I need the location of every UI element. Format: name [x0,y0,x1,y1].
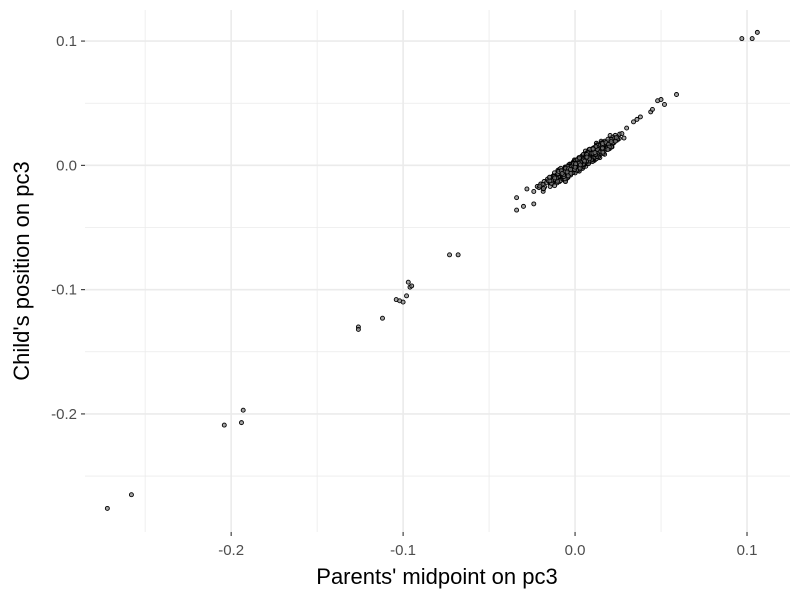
data-point [621,135,627,141]
major-grid [85,10,790,532]
data-point [649,106,655,112]
data-point [355,326,361,332]
plot-panel [85,10,790,532]
data-point [404,293,409,299]
y-tick-label: -0.2 [51,406,77,423]
x-axis-title: Parents' midpoint on pc3 [316,564,557,589]
data-point [409,283,415,289]
data-point [658,97,664,102]
data-points [104,29,760,511]
y-tick-label: 0.0 [56,157,77,174]
data-point [521,203,526,209]
data-point [552,175,558,181]
y-tick-label: -0.1 [51,282,77,299]
data-point [634,116,640,122]
data-point [572,164,578,170]
data-point [531,201,537,207]
x-axis-ticks: -0.2 -0.1 0.0 0.1 [218,532,757,559]
data-point [547,174,552,180]
data-point [576,155,582,161]
data-point [524,186,530,192]
data-point [568,166,573,172]
x-tick-label: 0.1 [737,542,758,559]
data-point [749,36,755,42]
data-point [405,279,411,285]
data-point [537,183,543,189]
x-tick-label: 0.0 [565,542,586,559]
y-axis-ticks: 0.1 0.0 -0.1 -0.2 [51,33,85,423]
data-point [541,186,546,191]
data-point [514,195,520,201]
data-point [128,492,134,498]
data-point [455,252,461,258]
data-point [590,146,596,152]
y-axis-title: Child's position on pc3 [9,161,34,380]
data-point [637,114,643,120]
data-point [568,170,574,176]
data-point [600,145,605,151]
x-tick-label: -0.2 [218,542,244,559]
y-tick-label: 0.1 [56,33,77,50]
data-point [582,158,588,164]
data-point [584,154,590,160]
data-point [739,36,745,42]
data-point [577,162,583,168]
data-point [605,147,611,152]
data-point [605,136,611,142]
data-point [380,315,385,321]
data-point [674,92,679,97]
data-point [104,505,110,511]
data-point [662,102,667,107]
data-point [612,138,618,144]
data-point [624,125,630,131]
data-point [619,131,625,137]
x-tick-label: -0.1 [390,542,416,559]
data-point [600,149,606,155]
data-point [552,183,558,189]
data-point [514,207,520,213]
data-point [240,407,246,413]
data-point [559,170,565,176]
data-point [239,420,244,426]
data-point [447,252,452,258]
data-point [221,422,227,428]
minor-grid [85,10,790,532]
data-point [400,299,406,305]
data-point [631,119,636,125]
data-point [592,150,598,156]
data-point [754,29,760,35]
data-point [531,189,537,194]
